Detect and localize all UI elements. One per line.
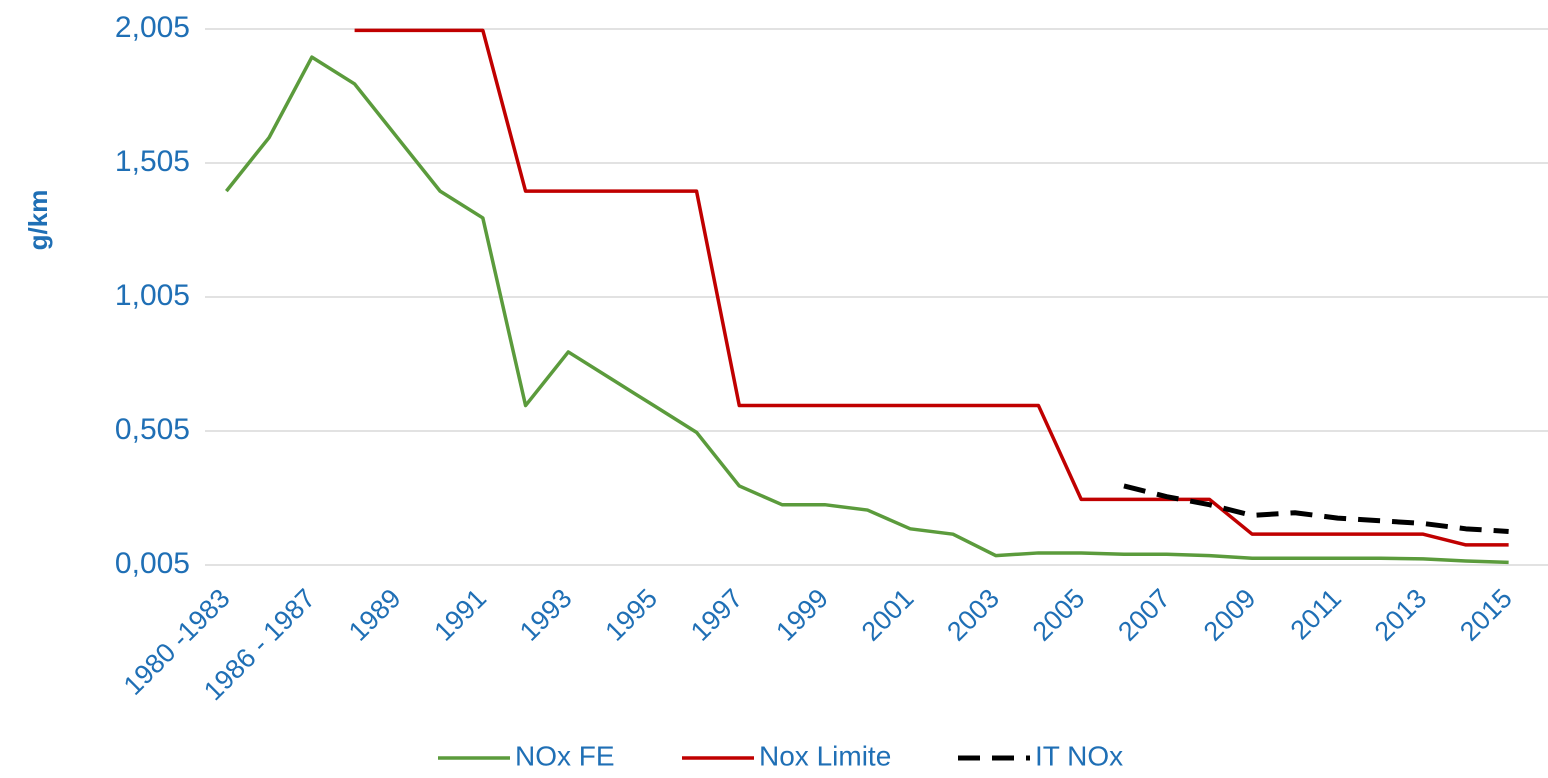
x-tick-label: 1999 <box>770 583 834 647</box>
legend-label: Nox Limite <box>759 740 891 771</box>
x-tick-label: 1997 <box>685 583 749 647</box>
line <box>225 55 1509 565</box>
x-tick-label: 1989 <box>343 583 407 647</box>
y-tick-label: 0,505 <box>115 413 190 446</box>
x-tick-label: 2001 <box>856 583 920 647</box>
x-tick-label: 2009 <box>1198 583 1262 647</box>
x-tick-label: 2011 <box>1285 583 1347 645</box>
line <box>1123 483 1509 534</box>
y-tick-label: 0,005 <box>115 547 190 580</box>
x-tick-label: 2005 <box>1027 583 1091 647</box>
x-tick-label: 2007 <box>1112 583 1176 647</box>
legend-label: IT NOx <box>1035 740 1123 771</box>
y-tick-label: 1,505 <box>115 145 190 178</box>
y-tick-label: 1,005 <box>115 279 190 312</box>
x-tick-label: 2003 <box>941 583 1005 647</box>
x-tick-label: 2015 <box>1454 583 1518 647</box>
x-tick-label: 1991 <box>428 583 492 647</box>
line <box>354 28 1509 547</box>
x-tick-label: 1993 <box>514 583 578 647</box>
x-tick-label: 2013 <box>1369 583 1433 647</box>
x-tick-label: 1995 <box>599 583 663 647</box>
y-tick-label: 2,005 <box>115 11 190 44</box>
legend-label: NOx FE <box>515 740 615 771</box>
y-axis-title: g/km <box>23 190 53 251</box>
